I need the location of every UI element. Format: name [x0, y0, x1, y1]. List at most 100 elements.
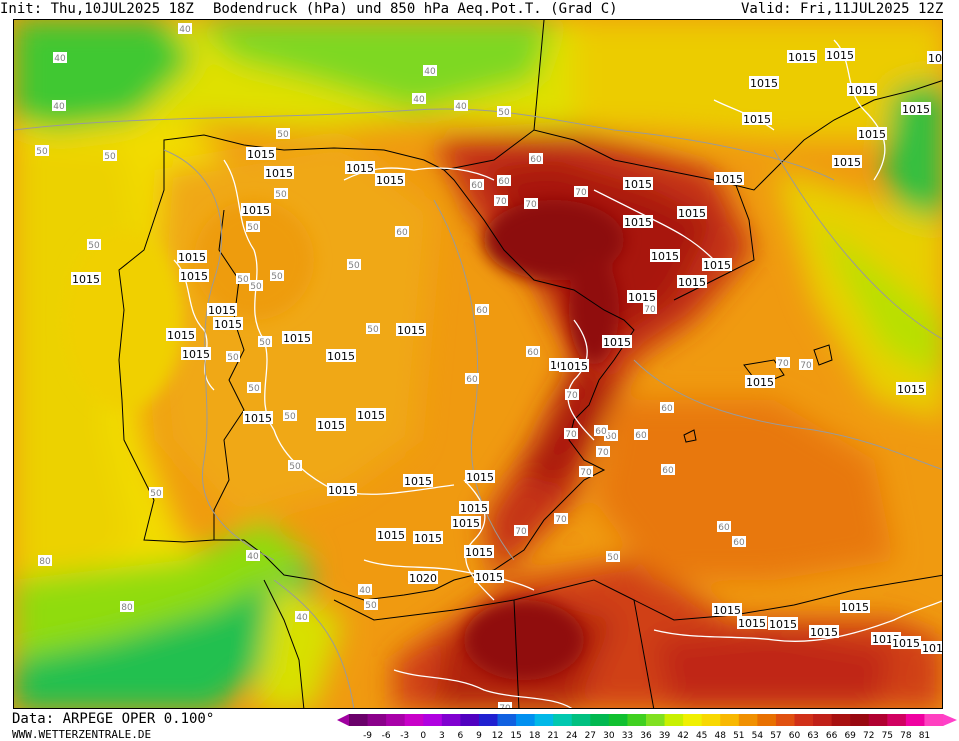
theta-label-text: 40	[179, 25, 191, 35]
isobar-label: 1015	[459, 501, 489, 515]
isobar-label: 1015	[345, 161, 375, 175]
theta-label-text: 60	[635, 431, 647, 441]
isobar-label-box	[179, 269, 209, 282]
map-canvas: 1015101510151015101510151015101510151015…	[14, 20, 943, 709]
legend-swatch	[423, 714, 443, 726]
legend-tick-label: 78	[900, 731, 912, 741]
isobar-label-box	[857, 127, 887, 140]
isobar-label: 1015	[166, 328, 196, 342]
isobar-label: 1015	[809, 625, 839, 639]
theta-label-text: 50	[227, 353, 239, 363]
theta-label-text: 40	[413, 95, 425, 105]
isobar-label: 1015	[921, 641, 943, 655]
theta-label-box	[178, 23, 192, 34]
theta-label-box	[364, 599, 378, 610]
theta-label-text: 60	[476, 306, 488, 316]
theta-label-text: 70	[499, 704, 511, 709]
isobar-label: 1015	[768, 617, 798, 631]
legend-tick-label: -3	[400, 731, 409, 741]
isobar-label: 1015	[832, 155, 862, 169]
isobar-label-box	[623, 177, 653, 190]
isobar-label: 1015	[623, 177, 653, 191]
theta-label-box	[475, 304, 489, 315]
isobar-label-text: 1015	[346, 162, 374, 175]
isobar-label-text: 1015	[376, 174, 404, 187]
theta-label-box	[120, 601, 134, 612]
theta-label-box	[494, 195, 508, 206]
theta-label-text: 40	[54, 54, 66, 64]
isobar-label-box	[742, 112, 772, 125]
isobar-label-text: 1015	[713, 604, 741, 617]
theta-label-text: 50	[36, 147, 48, 157]
theta-label-text: 50	[259, 338, 271, 348]
isobar-label-text: 1015	[208, 304, 236, 317]
theta-label-text: 40	[424, 67, 436, 77]
isobar-label-text: 1015	[377, 529, 405, 542]
theta-label-text: 50	[88, 241, 100, 251]
theta-label-box	[454, 100, 468, 111]
legend-swatch	[516, 714, 536, 726]
isobar-label-box	[375, 173, 405, 186]
theta-label-text: 40	[247, 552, 259, 562]
isobar-label: 1015	[927, 51, 943, 65]
isobar-label: 1015	[650, 249, 680, 263]
chart-title: Bodendruck (hPa) und 850 hPa Aeq.Pot.T. …	[213, 1, 618, 17]
theta-label-text: 60	[662, 466, 674, 476]
theta-label: 50	[249, 280, 263, 292]
isobar-label-box	[559, 359, 589, 372]
isobar-label: 1015	[282, 331, 312, 345]
theta-label-text: 70	[515, 527, 527, 537]
theta-label-box	[274, 188, 288, 199]
isobar-label: 1015	[677, 275, 707, 289]
isobar-label: 1015	[702, 258, 732, 272]
legend-swatch	[757, 714, 777, 726]
isobar-label-box	[627, 290, 657, 303]
legend-swatch	[794, 714, 814, 726]
theta-label-text: 60	[530, 155, 542, 165]
isobar-label-text: 1015	[72, 273, 100, 286]
isobar-label-text: 1015	[922, 642, 943, 655]
theta-label-box	[236, 273, 250, 284]
legend-tick-label: 72	[863, 731, 874, 741]
theta-label: 40	[246, 550, 260, 562]
theta-label-box	[283, 410, 297, 421]
isobar-label-box	[714, 172, 744, 185]
legend-swatch	[349, 714, 369, 726]
theta-label-box	[103, 150, 117, 161]
theta-label-text: 40	[455, 102, 467, 112]
legend-tick-label: 60	[789, 731, 801, 741]
legend-swatch	[924, 714, 944, 726]
theta-label-box	[246, 550, 260, 561]
theta-label-box	[465, 373, 479, 384]
isobar-label-text: 1015	[928, 52, 943, 65]
theta-label: 60	[470, 179, 484, 191]
legend-arrow-right	[943, 714, 957, 726]
isobar-label: 1015	[737, 616, 767, 630]
theta-label: 40	[178, 23, 192, 35]
theta-label-box	[470, 179, 484, 190]
isobar-label-text: 1015	[624, 178, 652, 191]
isobar-label: 1015	[464, 545, 494, 559]
isobar-label-text: 1015	[897, 383, 925, 396]
theta-field-detail	[64, 200, 624, 680]
legend-swatch	[627, 714, 647, 726]
theta-label-text: 70	[644, 305, 656, 315]
isobar-label-box	[825, 48, 855, 61]
legend-tick-label: 45	[696, 731, 707, 741]
legend-tick-label: 36	[640, 731, 652, 741]
isobar-label-text: 1015	[466, 471, 494, 484]
isobar-label-box	[207, 303, 237, 316]
isobar-label: 1015	[627, 290, 657, 304]
isobar-label-text: 1015	[460, 502, 488, 515]
isobar-label: 1015	[474, 570, 504, 584]
theta-label-text: 60	[471, 181, 483, 191]
theta-label-box	[249, 280, 263, 291]
theta-label-box	[247, 382, 261, 393]
legend-tick-label: 30	[603, 731, 615, 741]
theta-label: 40	[52, 100, 66, 112]
theta-label-text: 60	[595, 427, 607, 437]
theta-label-box	[514, 525, 528, 536]
theta-label: 70	[524, 198, 538, 210]
theta-label: 70	[554, 513, 568, 525]
legend-tick-label: 33	[622, 731, 633, 741]
